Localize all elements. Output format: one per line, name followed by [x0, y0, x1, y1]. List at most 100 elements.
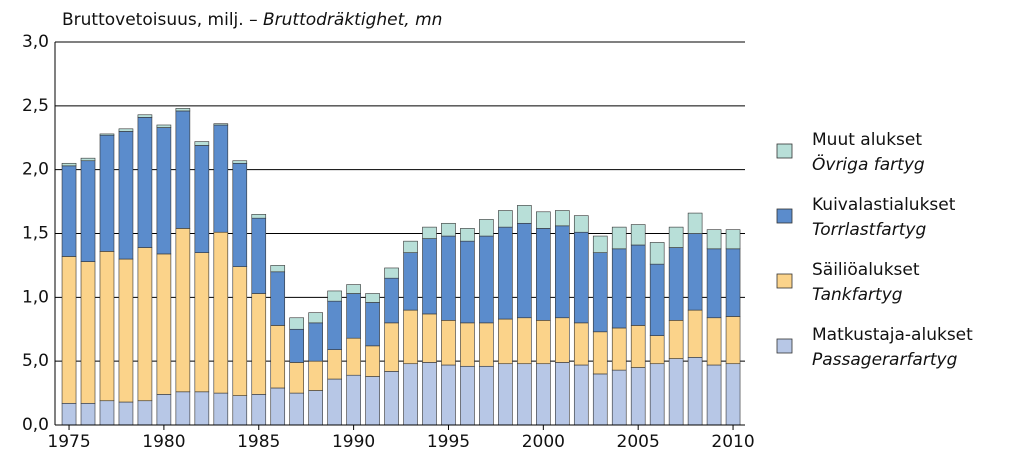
bar-segment: [99, 134, 115, 252]
legend-swatch: [776, 143, 793, 159]
bar-segment: [725, 316, 741, 365]
bar-segment: [99, 133, 115, 136]
bar-segment: [232, 395, 248, 426]
bar-segment: [611, 248, 627, 329]
x-tick-label: 1995: [427, 432, 470, 452]
y-tick-label: 2,5: [22, 96, 49, 116]
bar-segment: [175, 391, 191, 426]
bar-segment: [403, 252, 418, 311]
bar-segment: [649, 242, 665, 265]
bar-segment: [517, 363, 532, 426]
bar-segment: [346, 293, 361, 339]
bar-segment: [460, 228, 475, 242]
bar-segment: [137, 117, 153, 248]
x-tick-label: 1975: [47, 432, 90, 452]
bar-segment: [687, 357, 703, 426]
bar-segment: [706, 229, 722, 250]
bar-segment: [441, 222, 456, 237]
bar-segment: [611, 226, 627, 250]
bar-segment: [441, 235, 456, 321]
bar-segment: [137, 247, 153, 402]
bar-segment: [498, 210, 513, 228]
bar-segment: [611, 327, 627, 371]
bar-segment: [441, 364, 456, 426]
bar-segment: [80, 261, 96, 404]
bar-segment: [327, 349, 342, 380]
bar-segment: [536, 211, 551, 229]
bar-segment: [384, 277, 399, 324]
y-tick-label: 0,0: [22, 415, 49, 435]
bar-segment: [517, 205, 532, 224]
bar-segment: [422, 226, 437, 239]
bar-segment: [232, 162, 248, 267]
bar-segment: [61, 162, 77, 167]
x-tick-label: 2005: [617, 432, 660, 452]
legend-swatch: [776, 338, 793, 354]
bar-segment: [403, 363, 418, 426]
bar-segment: [346, 374, 361, 426]
bar-segment: [592, 331, 608, 375]
bar-segment: [232, 266, 248, 396]
bar-segment: [270, 271, 286, 326]
bar-segment: [536, 363, 551, 426]
y-tick-label: 5,0: [22, 351, 49, 371]
bar-segment: [706, 248, 722, 319]
x-tick-label: 2010: [711, 432, 754, 452]
bar-segment: [194, 141, 210, 146]
y-tick-label: 2,0: [22, 160, 49, 180]
bar-segment: [687, 309, 703, 358]
bar-segment: [649, 363, 665, 426]
y-tick-label: 1,0: [22, 287, 49, 307]
bar-segment: [289, 362, 304, 394]
bar-segment: [156, 253, 172, 395]
bar-segment: [118, 401, 134, 426]
bar-segment: [630, 244, 646, 326]
y-tick-label: 3,0: [22, 32, 49, 52]
bar-segment: [270, 325, 286, 389]
bar-segment: [156, 124, 172, 128]
bar-segment: [118, 258, 134, 403]
bar-segment: [725, 363, 741, 426]
bar-segment: [479, 322, 494, 367]
bar-segment: [403, 240, 418, 253]
bar-segment: [592, 252, 608, 333]
x-tick-label: 2000: [522, 432, 565, 452]
title-fi: Bruttovetoisuus, milj. –: [62, 10, 258, 30]
legend-label-sv: Torrlastfartyg: [812, 220, 926, 240]
bar-segment: [80, 402, 96, 426]
bar-segment: [289, 392, 304, 426]
legend-label: Kuivalastialukset: [812, 195, 956, 215]
bar-segment: [573, 322, 589, 366]
bar-segment: [479, 219, 494, 237]
bar-segment: [460, 322, 475, 367]
bar-segment: [668, 247, 684, 321]
bar-segment: [687, 212, 703, 234]
bar-segment: [725, 229, 741, 250]
bar-segment: [156, 127, 172, 255]
bar-segment: [592, 235, 608, 253]
bar-segment: [270, 265, 286, 273]
bar-segment: [327, 378, 342, 426]
bar-segment: [251, 214, 267, 219]
chart-title: Bruttovetoisuus, milj. – Bruttodräktighe…: [62, 10, 442, 30]
legend-label: Matkustaja-alukset: [812, 325, 973, 345]
bar-segment: [668, 320, 684, 359]
bar-segment: [80, 157, 96, 162]
bar-segment: [441, 320, 456, 366]
bar-segment: [498, 318, 513, 365]
bar-segment: [61, 165, 77, 257]
bar-segment: [384, 371, 399, 426]
bar-segment: [213, 231, 229, 394]
bar-segment: [649, 263, 665, 336]
bar-segment: [327, 300, 342, 350]
bar-segment: [327, 290, 342, 302]
bar-segment: [384, 267, 399, 279]
bar-segment: [346, 337, 361, 376]
bar-segment: [479, 365, 494, 426]
bar-segment: [460, 240, 475, 324]
bar-segment: [725, 248, 741, 317]
bar-segment: [270, 387, 286, 426]
x-tick-label: 1985: [237, 432, 280, 452]
bar-segment: [118, 128, 134, 132]
bar-segment: [194, 391, 210, 426]
